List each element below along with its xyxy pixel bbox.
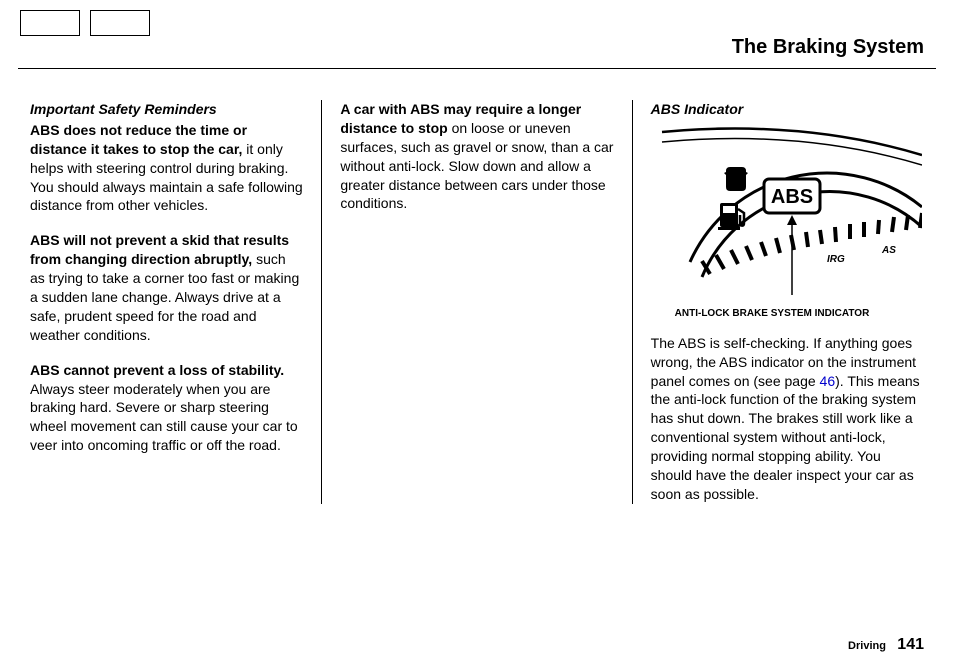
column-2: A car with ABS may require a longer dist… bbox=[322, 100, 632, 504]
abs-indicator-heading: ABS Indicator bbox=[651, 100, 924, 119]
page-link-46[interactable]: 46 bbox=[820, 373, 836, 389]
svg-text:IRG: IRG bbox=[827, 254, 845, 265]
nav-box-1[interactable] bbox=[20, 10, 80, 36]
abs-stability-text: Always steer moderately when you are bra… bbox=[30, 381, 298, 454]
abs-skid-para: ABS will not prevent a skid that results… bbox=[30, 231, 303, 344]
page-footer: Driving 141 bbox=[848, 636, 924, 654]
door-ajar-icon bbox=[724, 167, 748, 191]
top-nav-boxes bbox=[20, 10, 150, 36]
abs-time-distance-para: ABS does not reduce the time or distance… bbox=[30, 121, 303, 215]
dashboard-svg: IRG AS ABS bbox=[652, 127, 922, 297]
page-title: The Braking System bbox=[732, 36, 924, 59]
abs-indicator-diagram: IRG AS ABS bbox=[651, 127, 924, 302]
diagram-caption: ANTI-LOCK BRAKE SYSTEM INDICATOR bbox=[675, 308, 924, 320]
svg-text:ABS: ABS bbox=[771, 186, 813, 208]
title-rule bbox=[18, 68, 936, 69]
footer-section: Driving bbox=[848, 640, 886, 652]
abs-distance-para: A car with ABS may require a longer dist… bbox=[340, 100, 613, 213]
abs-selfcheck-b: ). This means the anti-lock function of … bbox=[651, 373, 920, 502]
abs-indicator-icon: ABS bbox=[764, 179, 820, 213]
nav-box-2[interactable] bbox=[90, 10, 150, 36]
fuel-pump-icon bbox=[718, 203, 744, 230]
abs-stability-para: ABS cannot prevent a loss of stability. … bbox=[30, 361, 303, 455]
abs-time-distance-bold: ABS does not reduce the time or distance… bbox=[30, 122, 247, 157]
abs-selfcheck-para: The ABS is self-checking. If anything go… bbox=[651, 334, 924, 504]
column-1: Important Safety Reminders ABS does not … bbox=[30, 100, 322, 504]
abs-stability-bold: ABS cannot prevent a loss of stability. bbox=[30, 362, 284, 378]
svg-text:AS: AS bbox=[881, 245, 896, 256]
footer-page-number: 141 bbox=[897, 636, 924, 653]
safety-reminders-heading: Important Safety Reminders bbox=[30, 100, 303, 119]
column-3: ABS Indicator bbox=[633, 100, 924, 504]
abs-skid-bold: ABS will not prevent a skid that results… bbox=[30, 232, 289, 267]
content-columns: Important Safety Reminders ABS does not … bbox=[30, 100, 924, 504]
